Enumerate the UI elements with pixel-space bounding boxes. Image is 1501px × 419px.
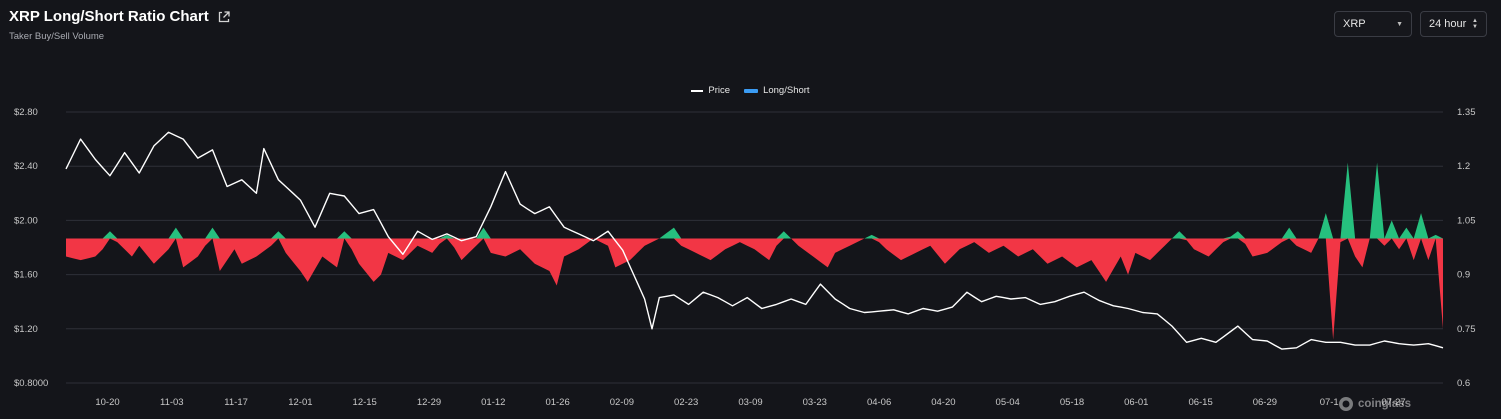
x-tick-label: 01-26 xyxy=(545,397,569,408)
x-tick-label: 12-29 xyxy=(417,397,441,408)
long-short-legend-swatch xyxy=(744,88,759,93)
coinglass-watermark: coinglass xyxy=(1338,396,1411,412)
range-select[interactable]: 24 hour ▲ ▼ xyxy=(1420,11,1487,37)
y-right-tick-label: 1.35 xyxy=(1457,107,1476,118)
x-tick-label: 05-04 xyxy=(996,397,1020,408)
x-tick-label: 05-18 xyxy=(1060,397,1084,408)
x-tick-label: 07-27 xyxy=(1381,397,1405,408)
legend-label-price: Price xyxy=(708,85,731,96)
x-tick-label: 02-23 xyxy=(674,397,698,408)
up-down-chevron-icon: ▲ ▼ xyxy=(1472,18,1478,30)
coin-select[interactable]: XRP ▼ xyxy=(1334,11,1412,37)
y-left-tick-label: $1.20 xyxy=(14,324,38,335)
chart-legend: Price Long/Short xyxy=(0,85,1501,96)
x-tick-label: 11-03 xyxy=(160,397,184,408)
x-tick-label: 06-15 xyxy=(1188,397,1212,408)
chart-controls: XRP ▼ 24 hour ▲ ▼ xyxy=(1334,11,1487,37)
x-tick-label: 04-20 xyxy=(931,397,955,408)
y-right-tick-label: 0.6 xyxy=(1457,378,1470,389)
x-tick-label: 03-23 xyxy=(803,397,827,408)
long-short-short-area xyxy=(66,238,1443,340)
title-row: XRP Long/Short Ratio Chart xyxy=(9,8,231,25)
y-left-tick-label: $0.8000 xyxy=(14,378,48,389)
subtitle: Taker Buy/Sell Volume xyxy=(9,31,105,42)
y-right-tick-label: 0.9 xyxy=(1457,270,1470,281)
x-tick-label: 07-1 xyxy=(1320,397,1339,408)
x-tick-label: 12-15 xyxy=(353,397,377,408)
price-legend-swatch xyxy=(691,89,704,92)
y-left-tick-label: $2.80 xyxy=(14,107,38,118)
y-left-tick-label: $1.60 xyxy=(14,270,38,281)
watermark-text: coinglass xyxy=(1358,398,1412,410)
legend-label-long-short: Long/Short xyxy=(763,85,810,96)
x-tick-label: 06-29 xyxy=(1253,397,1277,408)
x-tick-label: 04-06 xyxy=(867,397,891,408)
long-short-long-area xyxy=(66,162,1443,239)
x-tick-label: 12-01 xyxy=(288,397,312,408)
y-right-tick-label: 1.05 xyxy=(1457,215,1476,226)
y-left-tick-label: $2.40 xyxy=(14,161,38,172)
y-left-tick-label: $2.00 xyxy=(14,215,38,226)
external-link-icon[interactable] xyxy=(217,10,231,24)
y-right-tick-label: 1.2 xyxy=(1457,161,1470,172)
x-tick-label: 10-20 xyxy=(95,397,119,408)
y-right-tick-label: 0.75 xyxy=(1457,324,1476,335)
page-title: XRP Long/Short Ratio Chart xyxy=(9,8,209,25)
x-tick-label: 06-01 xyxy=(1124,397,1148,408)
title-block: XRP Long/Short Ratio Chart Taker Buy/Sel… xyxy=(9,8,231,42)
coinglass-logo-icon xyxy=(1339,397,1353,411)
chevron-down-icon: ▼ xyxy=(1396,21,1403,28)
x-tick-label: 03-09 xyxy=(738,397,762,408)
price-line xyxy=(65,131,1444,350)
x-tick-label: 11-17 xyxy=(224,397,248,408)
x-tick-label: 02-09 xyxy=(610,397,634,408)
legend-item-price[interactable]: Price xyxy=(691,85,730,96)
legend-item-long-short[interactable]: Long/Short xyxy=(744,85,810,96)
range-select-value: 24 hour xyxy=(1429,18,1467,30)
x-tick-label: 01-12 xyxy=(481,397,505,408)
coin-select-value: XRP xyxy=(1343,18,1366,30)
